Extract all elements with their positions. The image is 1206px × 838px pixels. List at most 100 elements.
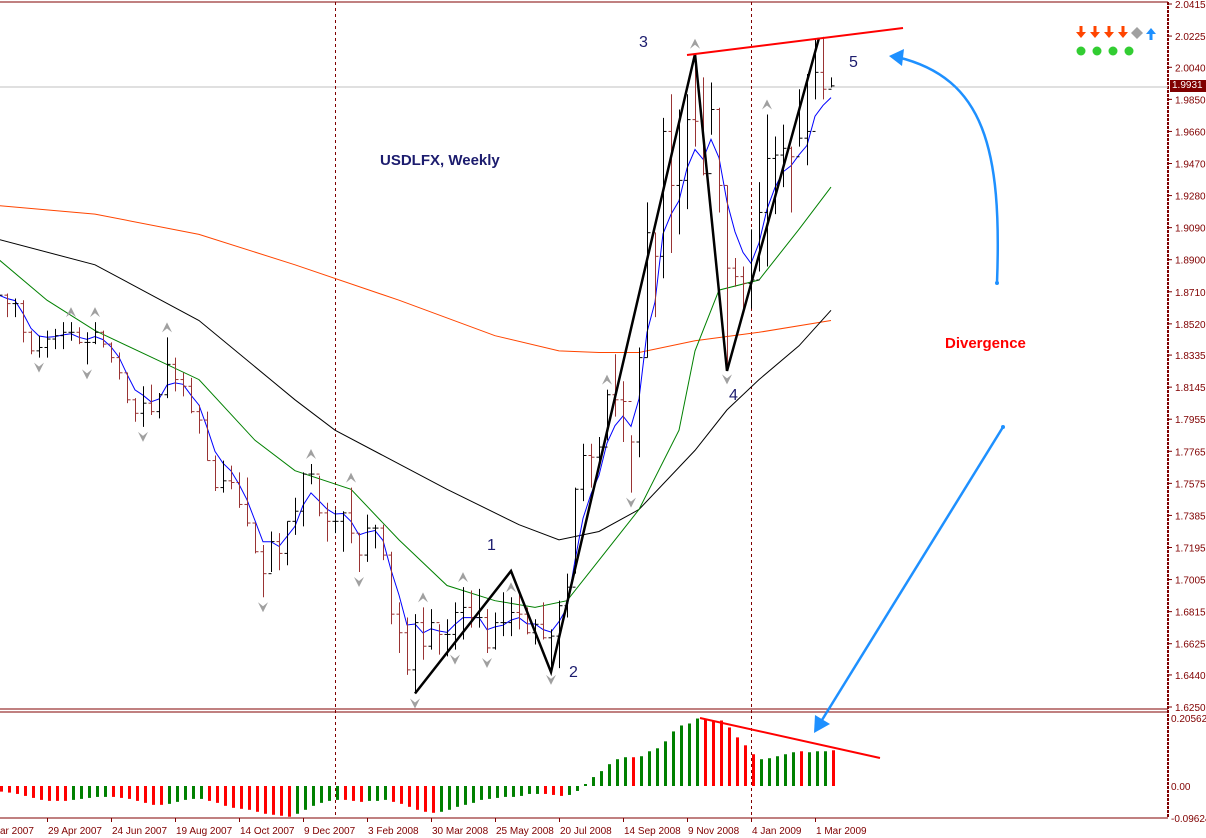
histogram-bar [96,786,99,797]
histogram-bar [672,731,675,786]
fractal-down-icon [450,654,460,665]
histogram-bar [480,786,483,800]
histogram-bar [488,786,491,799]
histogram-bar [640,756,643,786]
price-tick-label: 1.8520 [1175,320,1206,331]
price-tick-label: 1.6440 [1175,671,1206,682]
histogram-bar [104,786,107,797]
price-tick-label: 1.7955 [1175,415,1206,426]
ma-green-line [0,186,832,608]
histogram-bar [688,723,691,786]
price-tick-label: 1.7005 [1175,576,1206,587]
fractal-up-icon [506,582,516,593]
wave-label-4: 4 [729,386,738,404]
histogram-bar [512,786,515,797]
histogram-bar [424,786,427,812]
price-tick-label: 1.8900 [1175,256,1206,267]
divergence-label: Divergence [945,335,1026,352]
histogram-bar [472,786,475,803]
price-tick-label: 2.0225 [1175,32,1206,43]
fractal-up-icon [90,307,100,318]
curved-arrow-head-icon [889,49,904,66]
signal-down-arrow-icon [1090,26,1100,38]
fractal-down-icon [82,369,92,380]
histogram-bar [464,786,467,805]
histogram-bar [120,786,123,798]
histogram-bar [16,786,19,794]
histogram-bar [48,786,51,801]
wave-label-2: 2 [569,664,578,682]
histogram-bar [832,750,835,786]
histogram-bar [160,786,163,805]
histogram-bar [648,751,651,786]
histogram-bar [184,786,187,800]
time-tick-label: 29 Apr 2007 [48,826,102,837]
histogram-bar [664,741,667,786]
histogram-bar [88,786,91,798]
fractal-up-icon [66,307,76,318]
histogram-bar [192,786,195,799]
ma-black-line [0,239,832,541]
histogram-bar [776,756,779,786]
histogram-bar [416,786,419,810]
fractal-up-icon [458,572,468,583]
straight-arrow-head-icon [814,715,830,733]
price-tick-label: 1.7765 [1175,447,1206,458]
histogram-bar [344,786,347,800]
histogram-bar [784,754,787,786]
time-tick-label: 14 Oct 2007 [240,826,295,837]
histogram-bar [656,748,659,786]
time-tick-label: 9 Dec 2007 [304,826,356,837]
histogram-bar [808,752,811,786]
histogram-bar [696,718,699,786]
fractal-down-icon [410,698,420,709]
histogram-bar [432,786,435,813]
wave-label-3: 3 [639,33,648,51]
histogram-bar [520,786,523,796]
histogram-bar [560,786,563,796]
histogram-bar [80,786,83,799]
histogram-bar [448,786,451,810]
fractal-down-icon [722,374,732,385]
arrow-tail-dot [995,281,999,285]
price-tick-label: 1.8145 [1175,383,1206,394]
histogram-bar [576,786,579,791]
histogram-bar [552,786,555,795]
fractal-down-icon [626,497,636,508]
histogram-bar [224,786,227,806]
price-tick-label: 1.8335 [1175,351,1206,362]
signal-dot-icon [1076,46,1086,56]
histogram-bar [528,786,531,794]
histogram-bar [728,727,731,786]
signal-neutral-diamond-icon [1131,27,1143,39]
histogram-bar [752,754,755,786]
price-tick-label: 1.7195 [1175,543,1206,554]
straight-arrow-line [820,426,1005,721]
histogram-bar [768,758,771,786]
signal-dot-icon [1124,46,1134,56]
histogram-bar [360,786,363,802]
time-tick-label: 30 Mar 2008 [432,826,489,837]
chart-frame [0,1,1169,819]
time-tick-label: 3 Feb 2008 [368,826,419,837]
histogram-bar [824,751,827,786]
histogram-bar [504,786,507,797]
price-divergence-trendline[interactable] [686,26,904,56]
time-tick-label: 24 Jun 2007 [112,826,167,837]
histogram-bar [592,777,595,786]
price-tick-label: 1.6250 [1175,703,1206,714]
price-tick-label: 1.6815 [1175,608,1206,619]
oscillator-divergence-trendline[interactable] [699,717,881,759]
histogram-bar [616,759,619,786]
histogram-bar [600,771,603,786]
histogram-bar [256,786,259,812]
histogram-bar [176,786,179,802]
histogram-bar [208,786,211,801]
histogram-bar [800,751,803,786]
histogram-bar [392,786,395,802]
histogram-bar [280,786,283,816]
histogram-bar [608,764,611,786]
arrow-tail-dot [1001,425,1005,429]
time-tick-label: ar 2007 [0,826,34,837]
